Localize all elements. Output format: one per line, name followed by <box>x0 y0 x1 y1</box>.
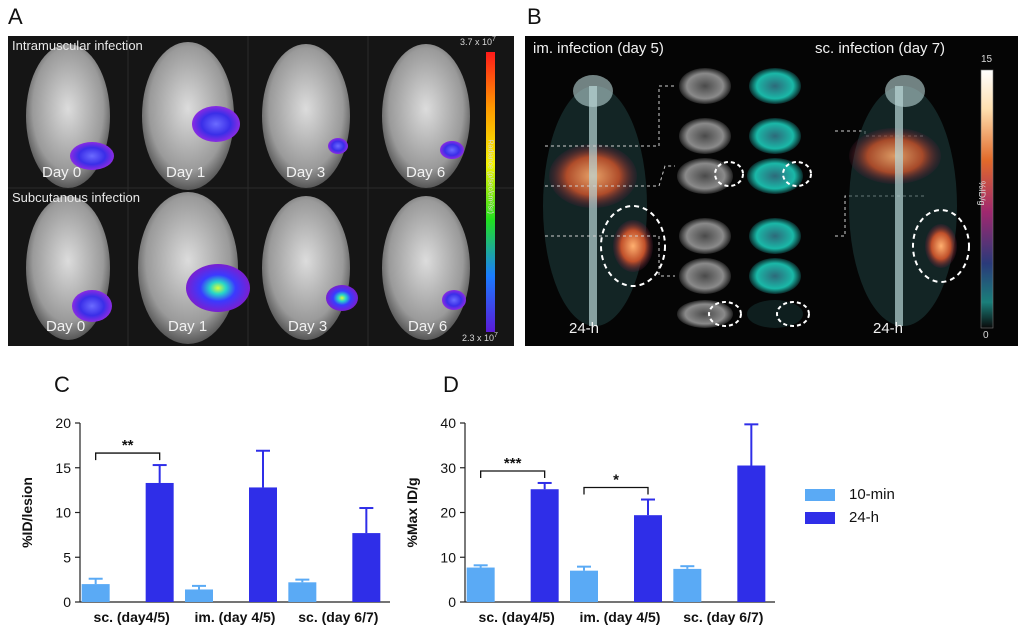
signal-spot <box>186 264 250 312</box>
panel-a-bioluminescence-image: Intramuscular infection Subcutanous infe… <box>8 36 514 346</box>
significance-bracket <box>480 470 546 478</box>
pet-scale-min: 0 <box>983 330 989 341</box>
bar-24-h-2 <box>352 533 381 602</box>
y-axis-title: %Max ID/g <box>404 477 420 547</box>
row2-day-0: Day 0 <box>46 318 86 335</box>
signal-spot <box>70 142 114 170</box>
panel-a-color-scale <box>486 52 495 332</box>
bar-10-min-1 <box>570 570 598 602</box>
signal-spot <box>328 138 348 154</box>
significance-bracket <box>95 452 161 461</box>
significance-label: * <box>613 472 619 489</box>
bar-24-h-2 <box>737 465 766 602</box>
row2-day-1: Day 1 <box>168 318 208 335</box>
scale-axis-label: Radiance (p/sec/cm²/sr) <box>486 139 494 214</box>
x-category-label: im. (day 4/5) <box>195 609 276 625</box>
lesion-highlight <box>782 161 812 187</box>
panel-b-letter: B <box>527 4 542 29</box>
y-tick-label: 10 <box>440 549 456 565</box>
legend-item: 24-h <box>805 509 895 526</box>
panel-b-color-scale <box>980 69 994 329</box>
y-tick-label: 30 <box>440 460 456 476</box>
legend-swatch-24h <box>805 511 835 524</box>
y-tick-label: 15 <box>55 460 71 476</box>
lesion-highlight <box>776 301 810 327</box>
lesion-highlight <box>600 205 666 287</box>
panel-b-svg <box>543 68 994 329</box>
right-whole-body <box>849 75 970 326</box>
row1-day-0: Day 0 <box>42 164 82 181</box>
panel-c-letter: C <box>54 372 70 397</box>
row1-day-6: Day 6 <box>406 164 446 181</box>
panel-d-letter: D <box>443 372 459 397</box>
chart-c: 0 5 10 15 20 %ID/lesion sc. (day4/5) ** im. (day… <box>19 415 390 625</box>
y-tick-label: 0 <box>63 594 71 610</box>
legend-item: 10-min <box>805 486 895 503</box>
bar-10-min-1 <box>185 589 213 602</box>
row2-day-3: Day 3 <box>288 318 328 335</box>
bar-24-h-0 <box>530 489 559 602</box>
lesion-highlight <box>912 209 970 283</box>
row2-day-6: Day 6 <box>408 318 448 335</box>
row1-day-1: Day 1 <box>166 164 206 181</box>
bar-10-min-2 <box>288 582 317 602</box>
row2-label: Subcutanous infection <box>12 190 140 205</box>
significance-label: ** <box>122 437 134 454</box>
panel-a-svg <box>8 36 514 346</box>
x-category-label: sc. (day4/5) <box>94 609 170 625</box>
right-title: sc. infection (day 7) <box>815 40 946 57</box>
x-category-label: sc. (day 6/7) <box>683 609 763 625</box>
bar-24-h-1 <box>634 515 662 602</box>
legend: 10-min 24-h <box>805 486 895 526</box>
row1-day-3: Day 3 <box>286 164 326 181</box>
scale-max-label: 3.7 x 107 <box>460 36 496 47</box>
significance-label: *** <box>504 455 522 472</box>
legend-label-10min: 10-min <box>849 486 895 503</box>
row2-mice <box>26 192 470 344</box>
y-tick-label: 10 <box>55 505 71 521</box>
signal-spot <box>192 106 240 142</box>
transverse-slices <box>677 68 812 328</box>
scale-min-label: 2.3 x 107 <box>462 332 498 343</box>
y-axis-title: %ID/lesion <box>19 477 35 548</box>
pet-scale-max: 15 <box>981 54 993 65</box>
chart-d: 0 10 20 30 40 %Max ID/g sc. (day4/5) *** im. (da… <box>404 415 775 625</box>
left-title: im. infection (day 5) <box>533 40 664 57</box>
legend-swatch-10min <box>805 488 835 501</box>
legend-label-24h: 24-h <box>849 509 880 526</box>
signal-spot <box>326 285 358 311</box>
bar-10-min-0 <box>466 567 495 602</box>
y-tick-label: 0 <box>448 594 456 610</box>
signal-spot <box>442 290 466 310</box>
x-category-label: sc. (day4/5) <box>479 609 555 625</box>
y-tick-label: 40 <box>440 415 456 431</box>
right-timepoint: 24-h <box>873 320 904 337</box>
bar-10-min-0 <box>81 584 110 602</box>
row1-mice <box>26 42 470 190</box>
bar-24-h-1 <box>249 487 277 602</box>
signal-spot <box>72 290 112 322</box>
x-category-label: im. (day 4/5) <box>580 609 661 625</box>
y-tick-label: 5 <box>63 549 71 565</box>
left-whole-body <box>543 75 666 326</box>
row1-label: Intramuscular infection <box>12 38 143 53</box>
y-tick-label: 20 <box>440 505 456 521</box>
lesion-highlight <box>708 301 742 327</box>
y-tick-label: 20 <box>55 415 71 431</box>
bar-10-min-2 <box>673 568 702 602</box>
x-category-label: sc. (day 6/7) <box>298 609 378 625</box>
left-timepoint: 24-h <box>569 320 600 337</box>
significance-bracket <box>583 486 649 495</box>
bar-24-h-0 <box>145 482 174 602</box>
signal-spot <box>440 141 464 159</box>
pet-scale-label: %ID/g <box>977 181 987 206</box>
panel-a-letter: A <box>8 4 23 29</box>
panel-b-petct-image: im. infection (day 5) sc. infection (day… <box>525 36 1018 346</box>
lesion-highlight <box>714 161 744 187</box>
